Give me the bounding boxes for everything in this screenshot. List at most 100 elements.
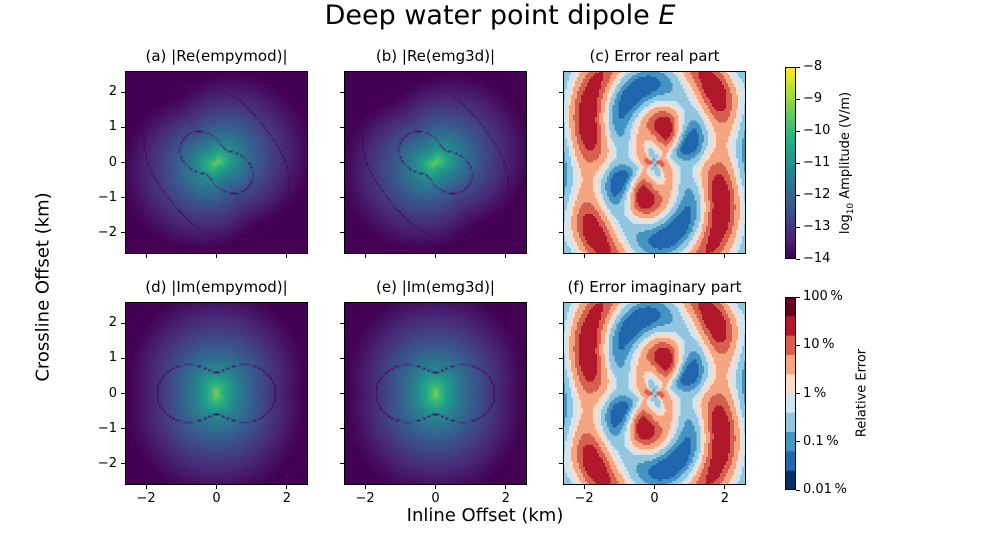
colorbar-tick-mark bbox=[796, 162, 800, 164]
heatmap-image bbox=[563, 71, 746, 254]
colorbar-tick-label: −14 bbox=[803, 251, 831, 266]
ytick-mark bbox=[559, 322, 563, 324]
ytick-mark bbox=[559, 197, 563, 199]
panel-a-title: (a) |Re(empymod)| bbox=[145, 47, 288, 65]
colorbar-segment bbox=[785, 214, 796, 218]
ytick-mark bbox=[559, 463, 563, 465]
colorbar-tick-mark bbox=[796, 441, 800, 443]
colorbar-segment bbox=[785, 451, 796, 472]
colorbar-segment bbox=[785, 230, 796, 234]
axes-frame bbox=[344, 302, 527, 485]
ytick-mark bbox=[559, 393, 563, 394]
colorbar-strip bbox=[785, 297, 796, 490]
colorbar-segment bbox=[785, 163, 796, 167]
colorbar-tick-label: −12 bbox=[803, 187, 831, 202]
heatmap-image bbox=[344, 302, 527, 485]
heatmap-image bbox=[563, 302, 746, 485]
colorbar-amplitude-label: log10 Amplitude (V/m) bbox=[838, 91, 856, 235]
xtick-label: 0 bbox=[212, 491, 221, 506]
colorbar-segment bbox=[785, 243, 796, 247]
xtick-mark bbox=[724, 485, 726, 489]
colorbar-tick-label: 100 % bbox=[803, 289, 843, 304]
colorbar-segment bbox=[785, 169, 796, 174]
colorbar-segment bbox=[785, 143, 796, 148]
ytick-mark bbox=[340, 232, 344, 234]
ytick-label: 1 bbox=[108, 350, 117, 366]
xtick-label: 0 bbox=[431, 491, 440, 506]
colorbar-segment bbox=[785, 470, 796, 490]
colorbar-segment bbox=[785, 246, 796, 250]
xtick-mark bbox=[364, 254, 366, 258]
colorbar-tick-label: −8 bbox=[803, 59, 823, 74]
colorbar-segment bbox=[785, 70, 796, 74]
colorbar-segment bbox=[785, 223, 796, 228]
ytick-mark bbox=[340, 357, 344, 359]
colorbar-segment bbox=[785, 412, 796, 433]
colorbar-segment bbox=[785, 239, 796, 244]
ytick-mark bbox=[559, 162, 563, 163]
heatmap-image bbox=[344, 71, 527, 254]
axes-frame bbox=[563, 302, 746, 485]
colorbar-segment bbox=[785, 86, 796, 90]
panel-d: (d) |Im(empymod)| 2 1 0 −1 −2 −2 0 2 bbox=[98, 278, 308, 506]
colorbar-segment bbox=[785, 118, 796, 122]
ytick-mark bbox=[559, 428, 563, 430]
xtick-mark bbox=[505, 254, 507, 258]
panel-d-title: (d) |Im(empymod)| bbox=[145, 278, 288, 296]
colorbar-segment bbox=[785, 297, 796, 317]
xtick-label: −2 bbox=[355, 491, 375, 506]
colorbar-segment bbox=[785, 211, 796, 215]
colorbar-segment bbox=[785, 99, 796, 103]
colorbar-segment bbox=[785, 236, 796, 241]
colorbar-strip bbox=[785, 67, 796, 259]
colorbar-error-label: Relative Error bbox=[854, 348, 870, 438]
colorbar-segment bbox=[785, 67, 796, 71]
xtick-label: 2 bbox=[501, 491, 511, 506]
ytick-mark bbox=[340, 162, 344, 163]
colorbar-segment bbox=[785, 198, 796, 202]
colorbar-frame bbox=[785, 67, 796, 259]
ytick-mark bbox=[340, 393, 344, 394]
colorbar-segment bbox=[785, 147, 796, 151]
colorbar-segment bbox=[785, 127, 796, 132]
colorbar-tick-label: −10 bbox=[803, 123, 831, 138]
colorbar-segment bbox=[785, 108, 796, 113]
ytick-mark bbox=[121, 197, 125, 199]
ytick-mark bbox=[121, 357, 125, 359]
colorbar-amplitude: −8 −9 −10 −11 −12 −13 −14 log10 Amplitude (V/m… bbox=[785, 59, 856, 266]
colorbar-segment bbox=[785, 255, 796, 259]
colorbar-segment bbox=[785, 374, 796, 395]
ytick-label: 2 bbox=[108, 84, 117, 100]
colorbar-segment bbox=[785, 111, 796, 116]
ytick-mark bbox=[340, 91, 344, 93]
colorbar-tick-mark bbox=[796, 98, 800, 100]
colorbar-segment bbox=[785, 185, 796, 190]
ytick-mark bbox=[121, 162, 125, 163]
colorbar-segment bbox=[785, 175, 796, 180]
ytick-mark bbox=[340, 428, 344, 430]
panel-e-title: (e) |Im(emg3d)| bbox=[376, 278, 495, 296]
ytick-label: 0 bbox=[108, 154, 117, 170]
xtick-mark bbox=[583, 485, 585, 489]
ytick-mark bbox=[559, 126, 563, 128]
colorbar-segment bbox=[785, 204, 796, 209]
colorbar-segment bbox=[785, 92, 796, 97]
colorbar-segment bbox=[785, 316, 796, 337]
colorbar-segment bbox=[785, 207, 796, 212]
colorbar-tick-label: −13 bbox=[803, 219, 831, 234]
colorbar-segment bbox=[785, 95, 796, 100]
xtick-label: −2 bbox=[574, 491, 594, 506]
heatmap-image bbox=[125, 302, 308, 485]
ytick-mark bbox=[121, 393, 125, 394]
ytick-mark bbox=[340, 126, 344, 128]
colorbar-segment bbox=[785, 140, 796, 145]
xtick-mark bbox=[724, 254, 726, 258]
xtick-label: 2 bbox=[282, 491, 292, 506]
colorbar-error: 100 % 10 % 1 % 0.1 % 0.01 % Relative Error bbox=[785, 289, 870, 497]
figure-title-text: Deep water point dipole bbox=[324, 0, 650, 31]
colorbar-segment bbox=[785, 172, 796, 177]
colorbar-segment bbox=[785, 102, 796, 106]
colorbar-tick-label: 0.01 % bbox=[803, 482, 847, 497]
colorbar-segment bbox=[785, 217, 796, 222]
colorbar-segment bbox=[785, 115, 796, 119]
